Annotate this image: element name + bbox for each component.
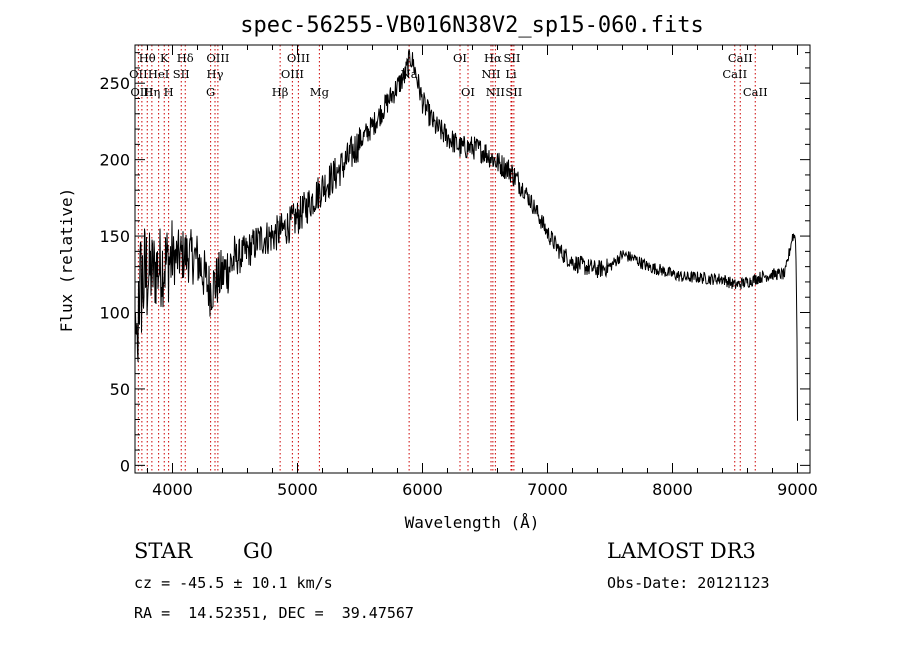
spectral-line-label: OIII [287, 51, 310, 65]
y-axis-label: Flux (relative) [57, 188, 76, 333]
y-tick-label: 0 [120, 456, 130, 475]
spectral-line-label: Li [505, 67, 517, 81]
spectral-line-label: Hθ [139, 51, 156, 65]
spectral-line-label: HeI [148, 67, 169, 81]
spectral-line-label: Hα [484, 51, 502, 65]
y-tick-label: 200 [99, 151, 130, 170]
spectral-line-label: OIII [130, 85, 153, 99]
spectral-line-label: SII [504, 51, 521, 65]
spectral-line-label: OIII [281, 67, 304, 81]
survey-name: LAMOST DR3 [607, 539, 756, 563]
axis-ticks: 4000 5000 6000 7000 8000 9000 0 50 100 150 200 250 [99, 45, 818, 499]
spectral-line-label: CaII [728, 51, 753, 65]
spectral-line-label: NII [486, 85, 505, 99]
spectral-line-label: CaII [722, 67, 747, 81]
x-tick-label: 6000 [402, 480, 443, 499]
spectral-line-label: Hδ [177, 51, 194, 65]
coordinates-text: RA = 14.52351, DEC = 39.47567 [134, 604, 414, 622]
plot-frame [134, 44, 811, 474]
x-tick-label: 7000 [527, 480, 568, 499]
spectral-line-label: OI [461, 85, 475, 99]
y-tick-label: 100 [99, 304, 130, 323]
spectral-line-label: Hγ [207, 67, 224, 81]
spectral-line-label: H [164, 85, 174, 99]
spectral-line-label: Mg [310, 85, 330, 99]
line-markers [137, 45, 756, 473]
spectral-line-label: NII [481, 67, 500, 81]
spectral-line-label: Na [401, 67, 418, 81]
x-axis-label: Wavelength (Å) [405, 513, 540, 532]
line-labels: Hθ OII OIII K Hη HeI SII H Hδ OIII Hγ G OIII OIII Hβ Mg… [129, 51, 768, 99]
object-class: STAR [134, 539, 193, 563]
object-subclass: G0 [243, 539, 274, 563]
spectral-line-label: CaII [743, 85, 768, 99]
y-tick-label: 50 [110, 380, 130, 399]
x-tick-label: 9000 [777, 480, 818, 499]
spectral-line-label: OII [129, 67, 148, 81]
spectral-line-label: Hη [143, 85, 160, 99]
spectral-line-label: G [206, 85, 215, 99]
spectral-line-label: SII [505, 85, 522, 99]
x-tick-label: 8000 [652, 480, 693, 499]
redshift-text: cz = -45.5 ± 10.1 km/s [134, 574, 333, 592]
chart-title: spec-56255-VB016N38V2_sp15-060.fits [240, 13, 704, 38]
y-tick-label: 150 [99, 227, 130, 246]
spectral-line-label: SII [173, 67, 190, 81]
y-tick-label: 250 [99, 74, 130, 93]
x-tick-label: 4000 [152, 480, 193, 499]
spectral-line-label: OI [453, 51, 467, 65]
x-tick-label: 5000 [277, 480, 318, 499]
spectral-line-label: Hβ [272, 85, 289, 99]
obs-date-text: Obs-Date: 20121123 [607, 574, 770, 592]
spectral-line-label: K [160, 51, 169, 65]
spectral-line-label: OIII [206, 51, 229, 65]
spectrum-line [134, 49, 798, 421]
